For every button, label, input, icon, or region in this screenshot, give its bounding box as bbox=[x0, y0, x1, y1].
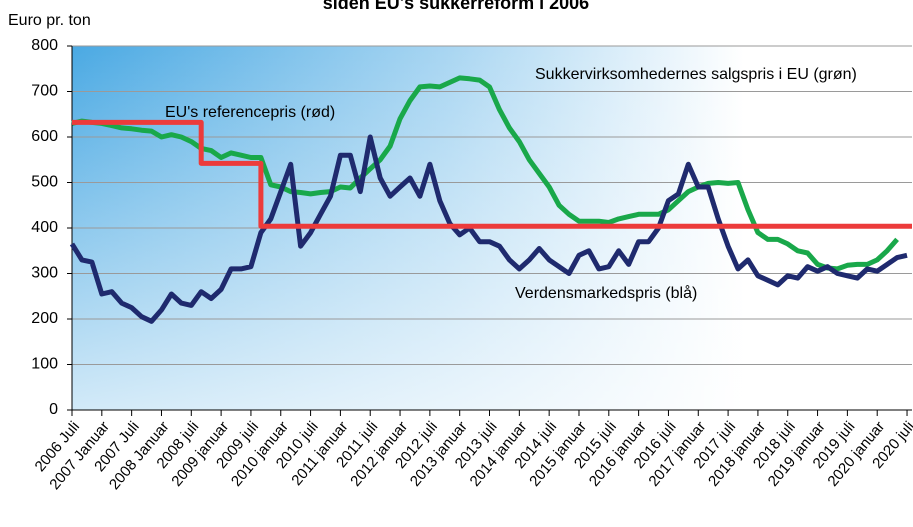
chart-title: siden EU's sukkerreform i 2006 bbox=[323, 0, 589, 13]
annotation: Verdensmarkedspris (blå) bbox=[515, 284, 697, 302]
y-tick-label: 100 bbox=[31, 356, 58, 373]
y-tick-label: 0 bbox=[49, 401, 58, 418]
y-tick-label: 700 bbox=[31, 83, 58, 100]
y-tick-label: 500 bbox=[31, 174, 58, 191]
y-tick-label: 600 bbox=[31, 128, 58, 145]
annotation: Sukkervirksomhedernes salgspris i EU (gr… bbox=[535, 66, 857, 83]
y-axis-label: Euro pr. ton bbox=[8, 12, 91, 29]
series-line bbox=[69, 134, 908, 324]
series-line bbox=[72, 119, 912, 229]
series-line bbox=[71, 75, 899, 272]
y-tick-label: 300 bbox=[31, 265, 58, 282]
y-tick-label: 200 bbox=[31, 310, 58, 327]
annotation: EU's referencepris (rød) bbox=[165, 104, 335, 121]
y-tick-label: 400 bbox=[31, 219, 58, 236]
y-tick-label: 800 bbox=[31, 37, 58, 54]
